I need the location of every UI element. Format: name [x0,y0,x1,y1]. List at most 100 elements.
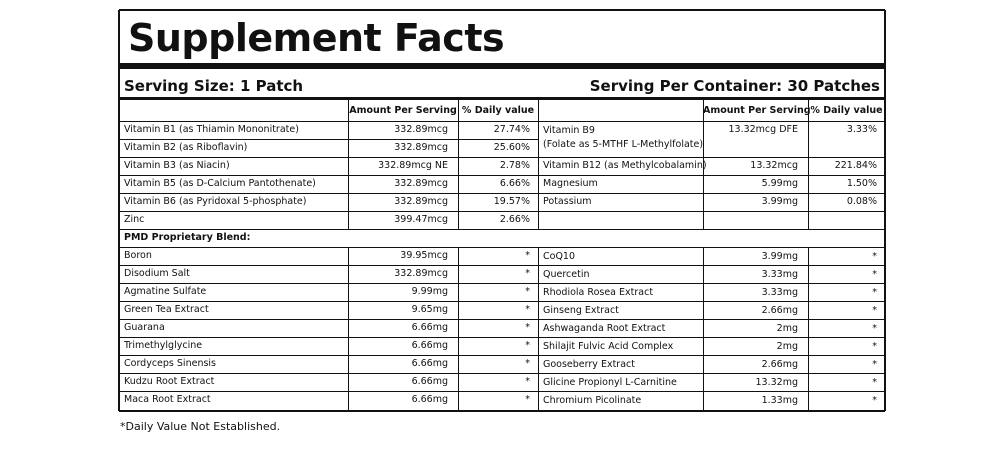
rule [807,98,809,229]
ingredient-name: Trimethylglycine [124,340,203,351]
daily-value: 27.74% [493,124,530,135]
daily-value: * [525,250,530,261]
amount: 332.89mcg [394,124,448,135]
rule [119,410,885,412]
amount: 3.33mg [761,287,798,298]
amount: 2.66mg [761,359,798,370]
amount: 3.33mg [761,269,798,280]
ingredient-name: Vitamin B5 (as D-Calcium Pantothenate) [124,178,316,189]
daily-value: 2.66% [499,214,530,225]
daily-value: * [525,358,530,369]
rule [119,228,538,230]
daily-value: 3.33% [846,124,877,135]
rule [457,247,459,411]
amount: 9.99mg [411,286,448,297]
rule [538,210,885,212]
daily-value: * [525,394,530,405]
ingredient-name: Chromium Picolinate [543,395,642,406]
amount: 332.89mcg NE [378,160,448,171]
daily-value: 0.08% [846,196,877,207]
serving-size: Serving Size: 1 Patch [124,77,304,95]
header-amount: Amount Per Serving [349,105,457,116]
daily-value: 19.57% [493,196,530,207]
ingredient-name: Ginseng Extract [543,305,619,316]
ingredient-name: Green Tea Extract [124,304,209,315]
rule [537,247,539,411]
amount: 13.32mcg DFE [728,124,798,135]
daily-value: 2.78% [499,160,530,171]
daily-value: * [872,269,877,280]
ingredient-name: Magnesium [543,178,598,189]
amount: 2.66mg [761,305,798,316]
rule [538,174,885,176]
rule [119,156,538,158]
rule [119,372,885,374]
rule [538,156,885,158]
ingredient-name: Shilajit Fulvic Acid Complex [543,341,674,352]
ingredient-name: Agmatine Sulfate [124,286,207,297]
header-daily-value: % Daily value [461,105,535,116]
ingredient-name: Gooseberry Extract [543,359,635,370]
rule [119,300,885,302]
ingredient-name: Glicine Propionyl L-Carnitine [543,377,677,388]
amount: 13.32mcg [750,160,798,171]
amount: 332.89mcg [394,268,448,279]
amount: 6.66mg [411,376,448,387]
ingredient-name: Vitamin B6 (as Pyridoxal 5-phosphate) [124,196,307,207]
amount: 6.66mg [411,358,448,369]
daily-value: * [525,268,530,279]
ingredient-name: Guarana [124,322,165,333]
ingredient-name: Rhodiola Rosea Extract [543,287,654,298]
rule [884,10,886,411]
daily-value: * [525,376,530,387]
amount: 9.65mg [411,304,448,315]
daily-value: * [872,305,877,316]
amount: 2mg [776,341,798,352]
amount: 6.66mg [411,340,448,351]
daily-value: * [872,287,877,298]
rule [538,192,885,194]
ingredient-name: Boron [124,250,152,261]
rule [347,247,349,411]
rule [119,63,885,69]
rule [119,9,885,11]
daily-value: * [872,341,877,352]
amount: 5.99mg [761,178,798,189]
blend-title: PMD Proprietary Blend: [124,232,251,243]
rule [119,264,885,266]
rule [702,247,704,411]
ingredient-name: Quercetin [543,269,590,280]
daily-value: * [872,377,877,388]
daily-value: * [872,323,877,334]
amount: 1.33mg [761,395,798,406]
daily-value: 1.50% [846,178,877,189]
ingredient-name: Vitamin B3 (as Niacin) [124,160,230,171]
daily-value: * [872,251,877,262]
amount: 332.89mcg [394,178,448,189]
rule [807,247,809,411]
ingredient-detail: (Folate as 5-MTHF L-Methylfolate) [543,139,704,150]
amount: 6.66mg [411,394,448,405]
rule [702,98,704,229]
title: Supplement Facts [128,16,505,60]
ingredient-name: Vitamin B2 (as Riboflavin) [124,142,248,153]
ingredient-name: Vitamin B1 (as Thiamin Mononitrate) [124,124,299,135]
ingredient-name: Disodium Salt [124,268,190,279]
daily-value: * [525,322,530,333]
ingredient-name: Vitamin B9 [543,125,595,136]
daily-value: 6.66% [499,178,530,189]
ingredient-name: Kudzu Root Extract [124,376,215,387]
amount: 399.47mcg [394,214,448,225]
rule [119,96,885,100]
daily-value: * [525,304,530,315]
servings-per-container: Serving Per Container: 30 Patches [589,77,880,95]
amount: 332.89mcg [394,142,448,153]
ingredient-name: CoQ10 [543,251,576,262]
rule [119,390,885,392]
ingredient-name: Potassium [543,196,592,207]
rule [119,138,538,140]
ingredient-name: Zinc [124,214,145,225]
amount: 6.66mg [411,322,448,333]
ingredient-name: Vitamin B12 (as Methylcobalamin) [543,160,707,171]
